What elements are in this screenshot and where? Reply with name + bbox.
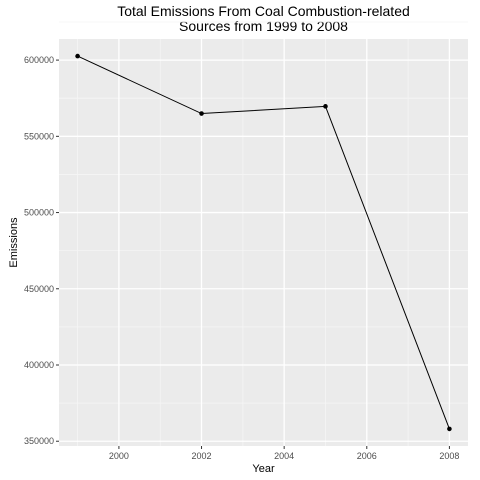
x-tick-label: 2004: [274, 451, 294, 461]
data-point: [323, 104, 328, 109]
x-tick-label: 2000: [109, 451, 129, 461]
major-gridlines: [59, 39, 468, 446]
y-tick-label: 350000: [24, 436, 54, 446]
y-tick-label: 400000: [24, 360, 54, 370]
y-tick-label: 600000: [24, 55, 54, 65]
plot-panel: [59, 39, 468, 446]
x-tick-label: 2002: [192, 451, 212, 461]
data-point: [199, 111, 204, 116]
data-point: [75, 53, 80, 59]
data-point: [447, 426, 452, 432]
x-axis-title: Year: [252, 463, 275, 475]
data-series: [75, 53, 452, 432]
chart-title-line: Sources from 1999 to 2008: [179, 18, 348, 34]
series-line: [77, 55, 450, 430]
chart-title: Total Emissions From Coal Combustion-rel…: [117, 3, 410, 34]
y-tick-label: 500000: [24, 208, 54, 218]
x-tick-label: 2008: [439, 451, 459, 461]
y-tick-label: 550000: [24, 131, 54, 141]
y-tick-label: 450000: [24, 284, 54, 294]
x-tick-label: 2006: [357, 451, 377, 461]
x-axis: 2000 2002 2004 2006 2008: [109, 446, 459, 461]
chart-title-line: Total Emissions From Coal Combustion-rel…: [117, 3, 410, 19]
y-axis-title: Emissions: [8, 217, 20, 268]
y-axis: 350000 400000 450000 500000 550000 600000: [24, 55, 59, 446]
